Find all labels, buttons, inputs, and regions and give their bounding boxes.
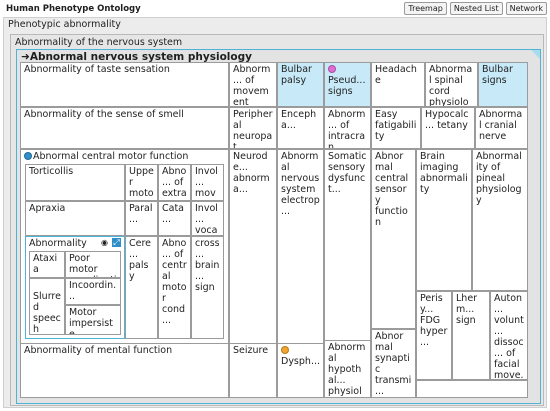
cell-upper-motor[interactable]: Upper motor neuron [125,164,158,201]
cell-bulbar-palsy[interactable]: Bulbar palsy [277,62,324,107]
cell-torticollis[interactable]: Torticollis [25,164,125,201]
cell-neuropathy[interactable]: Peripheral neuropat... [229,107,277,149]
cell-enceph[interactable]: Encepha... [277,107,324,149]
tab-nested-list[interactable]: Nested List [449,2,503,15]
cell-spinal[interactable]: Abnormal spinal cord physiology [425,62,478,107]
cell-bottom-filler [416,380,528,398]
cell-apraxia[interactable]: Apraxia [25,201,125,236]
expand-icon[interactable]: ⤢ [112,238,121,247]
cell-slurred[interactable]: Slurred speech [29,278,65,335]
cell-nerv-elec[interactable]: Abnormal nervous system electrop... [277,149,324,380]
status-dot-icon [328,65,336,73]
cell-intracranial[interactable]: Abnorm... of intracran... pressure [324,107,371,149]
tab-network[interactable]: Network [505,2,547,15]
app-title: Human Phenotype Ontology [6,4,141,14]
cell-mental[interactable]: Abnormality of mental function [20,343,229,398]
cell-headache[interactable]: Headache [371,62,425,107]
cell-cere-palsy[interactable]: Cere... palsy [125,236,158,339]
cell-dysph[interactable]: Dysph... [277,343,324,398]
cell-motor-imp[interactable]: Motor impersiste... [65,305,121,335]
treemap-node-nervous-physiology[interactable]: ➜Abnormal nervous system physiology Abno… [16,49,541,404]
corner-fold-icon [531,50,540,59]
eye-icon[interactable]: ◉ [101,238,108,247]
cell-cross-brain[interactable]: cross... brain... sign [191,236,224,339]
cell-hypothal[interactable]: Abnormal hypothal... physiolo... [324,340,371,398]
status-dot-icon [281,346,289,354]
node-label: Abnormality [29,238,87,249]
cell-synaptic[interactable]: Abnormal synaptic transmi... [371,329,416,398]
arrow-icon: ➜ [21,51,30,63]
cell-ataxia[interactable]: Ataxia [29,251,65,278]
cell-seizure[interactable]: Seizure [229,343,277,398]
cell-easy-fatigability[interactable]: Easy fatigability [371,107,421,149]
cell-pseudo-signs[interactable]: Pseud... signs [324,62,371,107]
cell-movement[interactable]: Abnorm... of movement [229,62,277,107]
cell-bulbar-signs[interactable]: Bulbar signs [478,62,528,107]
treemap-node-nervous-system[interactable]: Abnormality of the nervous system ➜Abnor… [10,34,544,406]
cell-taste[interactable]: Abnormality of taste sensation [20,62,229,107]
cell-paral[interactable]: Paral... [125,201,158,236]
cell-smell[interactable]: Abnormality of the sense of smell [20,107,229,149]
view-tabs: Treemap Nested List Network [404,2,547,15]
cell-neurode[interactable]: Neurode... abnorma... [229,149,277,380]
cell-cranial[interactable]: Abnormal cranial nerve [475,107,528,149]
treemap-node-phenotypic-abnormality[interactable]: Phenotypic abnormality Abnormality of th… [3,17,547,408]
cell-abno-central[interactable]: Abno... of central motor cond... [158,236,191,339]
cell-hypocalc[interactable]: Hypocalc... tetany [421,107,475,149]
tab-treemap[interactable]: Treemap [404,2,447,15]
node-label: Abnormality of the nervous system [15,37,183,48]
cell-poor-coord[interactable]: Poor motor coordinati... [65,251,121,278]
cell-lherm[interactable]: Lherm... sign [452,291,490,380]
cell-incoord[interactable]: Incoordin... [65,278,121,305]
node-title: Abnormal nervous system physiology [29,51,252,63]
cell-cata[interactable]: Cata... [158,201,191,236]
cell-extra[interactable]: Abno... of extra... [158,164,191,201]
cell-abnormality[interactable]: Abnormality ◉ ⤢ Ataxia Poor motor coordi… [25,236,125,339]
node-label: Phenotypic abnormality [8,19,121,30]
status-dot-icon [24,152,32,160]
cell-central-sensory[interactable]: Abnormal central sensory function [371,149,416,329]
cell-auton[interactable]: Auton... volunt... dissoc... of facial m… [490,291,528,380]
node-actions: ◉ ⤢ [100,238,121,247]
cell-invol-move[interactable]: Invol... move... [191,164,224,201]
cell-brain-imaging[interactable]: Brain imaging abnormality [416,149,472,291]
cell-invol-vocal[interactable]: Invol... vocal... [191,201,224,236]
node-label: ➜Abnormal nervous system physiology [21,51,252,63]
cell-perisy[interactable]: Perisy... FDG hyper... [416,291,452,380]
cell-pineal[interactable]: Abnormality of pineal physiology [472,149,528,291]
